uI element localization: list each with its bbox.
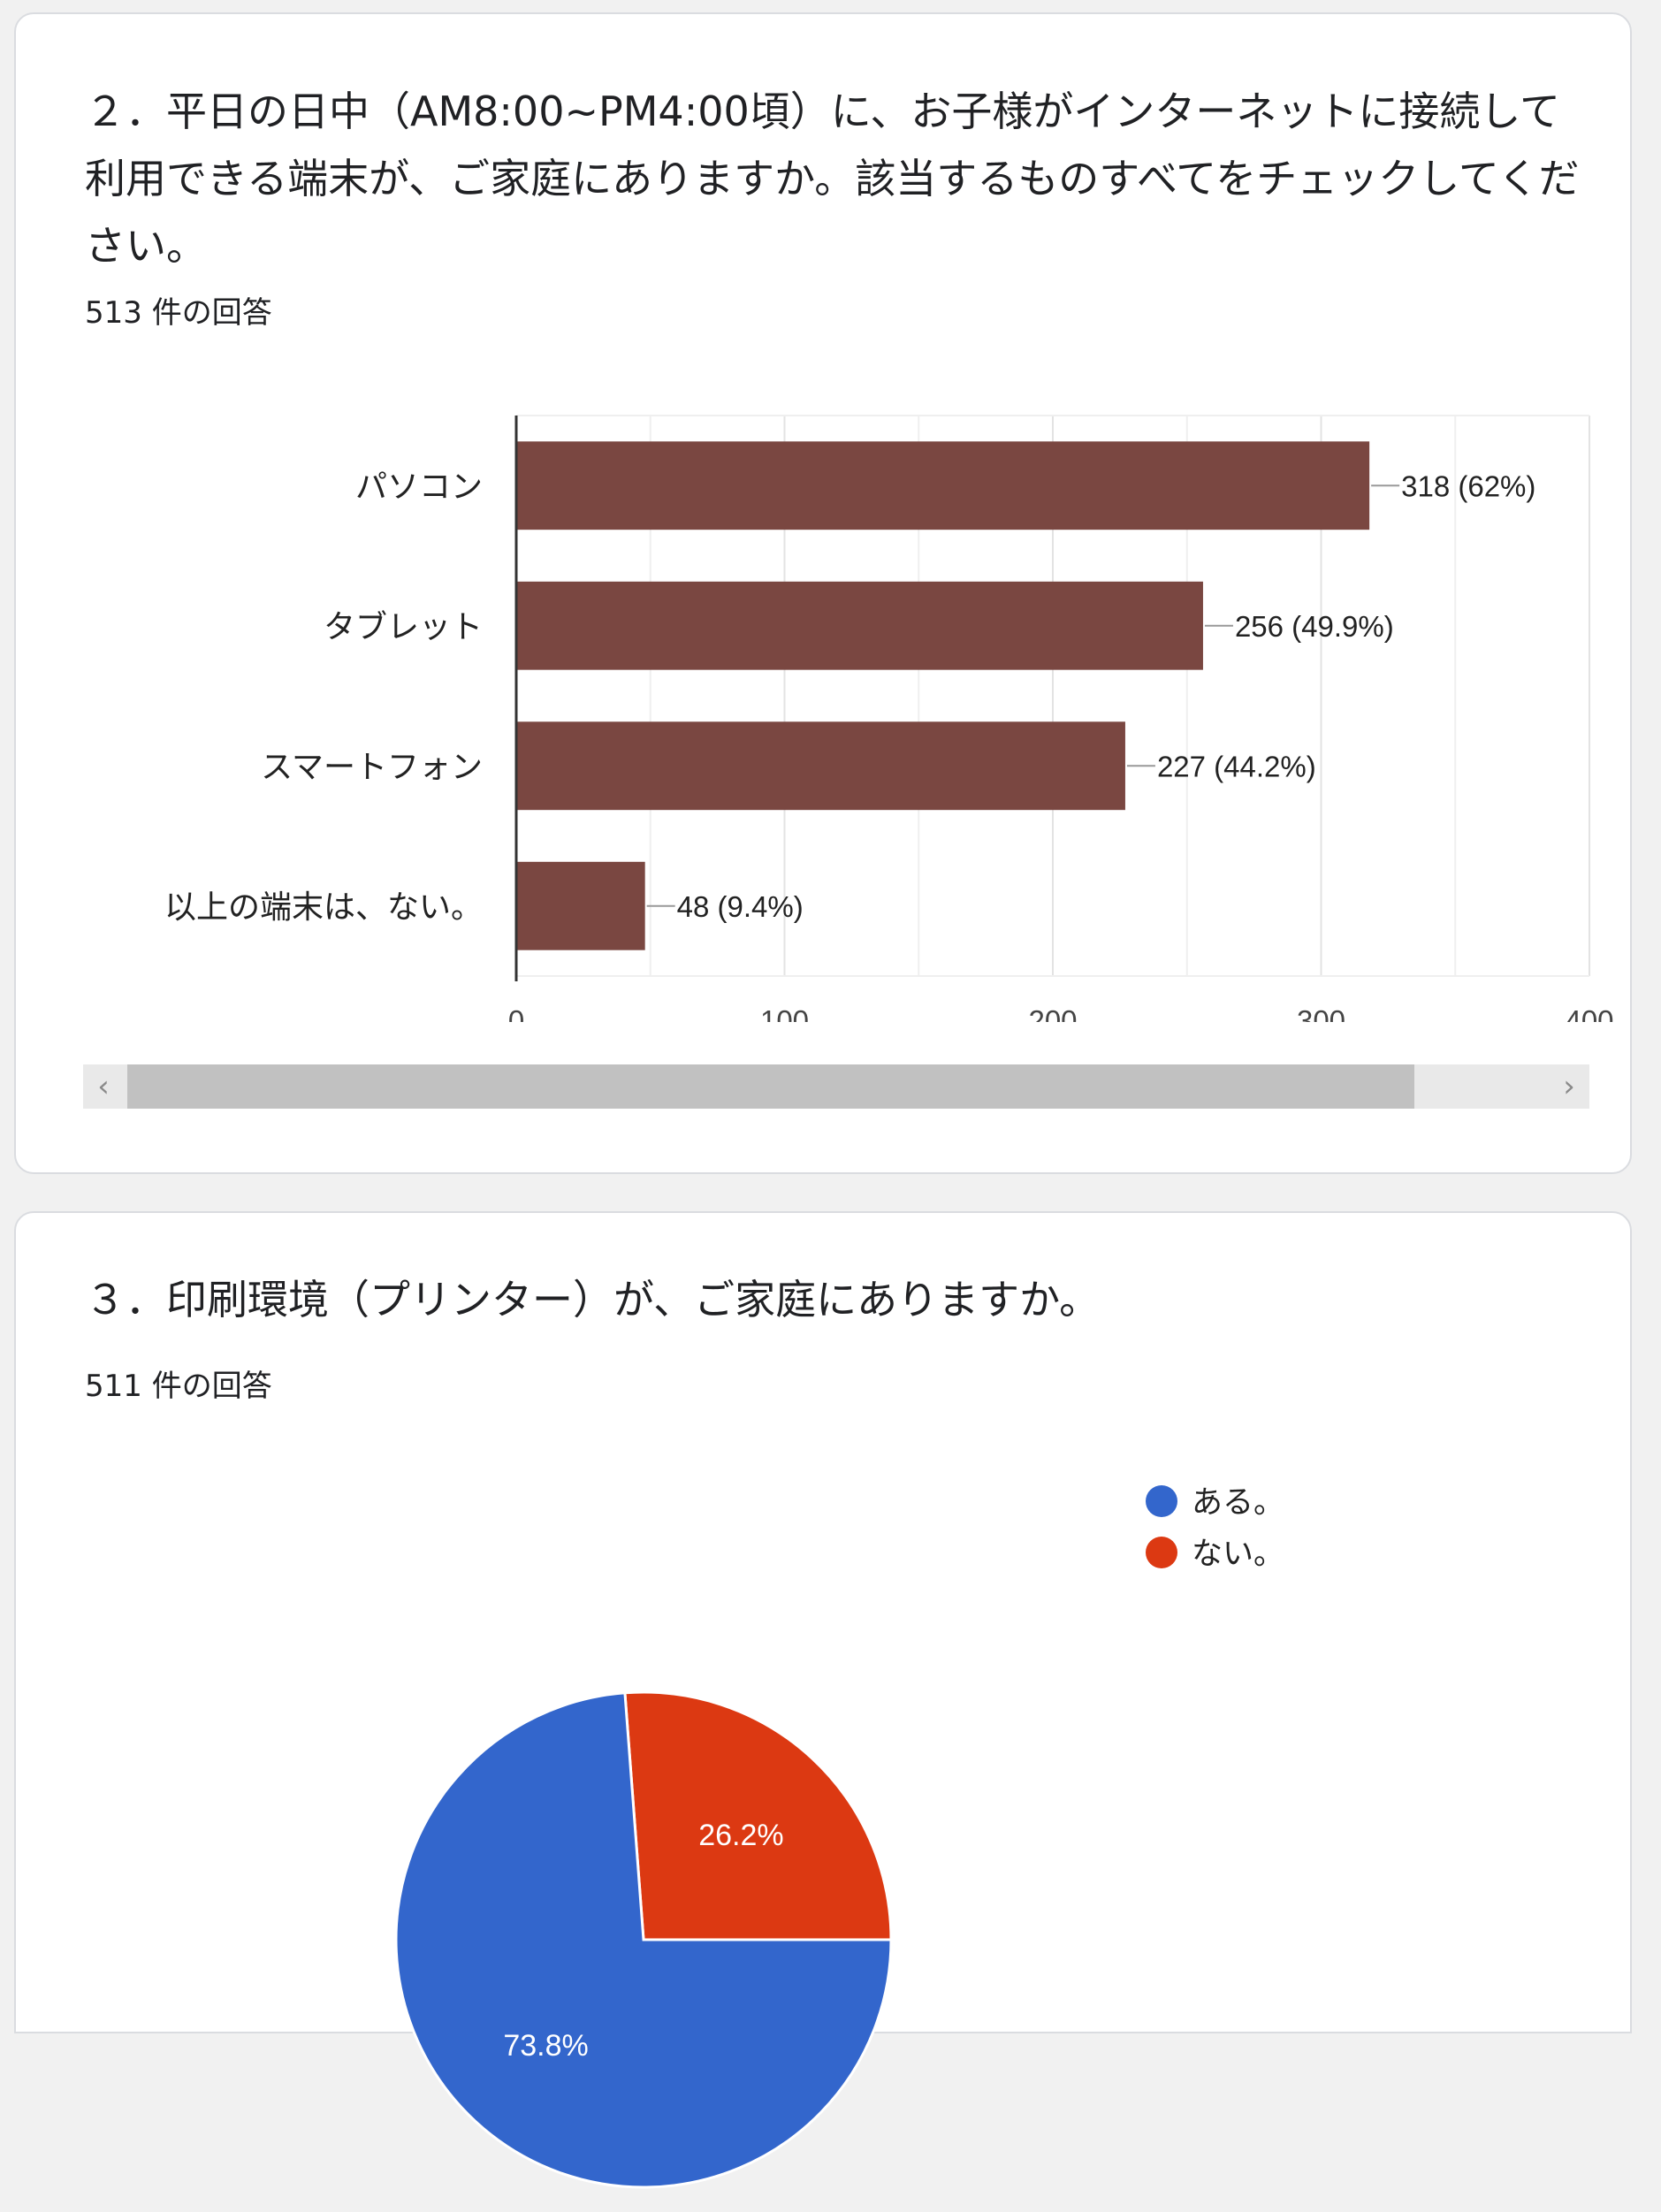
x-tick-label: 200 (1028, 1004, 1077, 1022)
scroll-right-icon[interactable]: › (1563, 1069, 1575, 1104)
scroll-thumb[interactable] (127, 1064, 1414, 1109)
category-label: 以上の端末は、ない。 (164, 889, 483, 925)
data-label: 256 (49.9%) (1235, 610, 1394, 643)
legend-label: ない。 (1192, 1537, 1284, 1571)
category-label: スマートフォン (261, 748, 483, 784)
x-tick-label: 400 (1565, 1004, 1613, 1022)
legend-marker (1146, 1485, 1177, 1517)
bar-chart: パソコン 318 (62%) タブレット 256 (49.9%) スマートフォン 227 … (164, 415, 1614, 1022)
pie-slice (623, 1690, 893, 1941)
horizontal-scrollbar[interactable]: ‹ › (83, 1064, 1589, 1109)
bar (516, 721, 1125, 811)
bar (516, 861, 645, 950)
question-card-3: ３．印刷環境（プリンター）が、ご家庭にありますか。 511 件の回答 26.2%… (14, 1211, 1632, 2189)
bar (516, 581, 1203, 670)
slice-label: 73.8% (503, 2029, 588, 2063)
x-tick-label: 300 (1297, 1004, 1345, 1022)
question-title: ３．印刷環境（プリンター）が、ご家庭にありますか。 (85, 1276, 1101, 1323)
slice-label: 26.2% (698, 1819, 783, 1852)
category-label: タブレット (324, 608, 483, 645)
legend-marker (1146, 1537, 1177, 1568)
data-label: 227 (44.2%) (1157, 750, 1316, 782)
category-label: パソコン (355, 468, 483, 504)
question-card-2: ２．平日の日中（AM8:00~PM4:00頃）に、お子様がインターネットに接続し… (14, 12, 1632, 1174)
question-title: ２．平日の日中（AM8:00~PM4:00頃）に、お子様がインターネットに接続し… (85, 88, 1580, 270)
pie-chart: 26.2% 73.8% ある。ない。 (394, 1485, 1284, 2189)
data-label: 48 (9.4%) (677, 890, 804, 923)
bar (516, 441, 1370, 530)
data-label: 318 (62%) (1401, 469, 1535, 502)
response-count: 513 件の回答 (85, 295, 272, 331)
scroll-left-icon[interactable]: ‹ (97, 1069, 110, 1104)
response-count: 511 件の回答 (85, 1369, 272, 1404)
x-tick-label: 100 (760, 1004, 809, 1022)
x-tick-label: 0 (508, 1004, 524, 1022)
legend-label: ある。 (1192, 1485, 1284, 1520)
